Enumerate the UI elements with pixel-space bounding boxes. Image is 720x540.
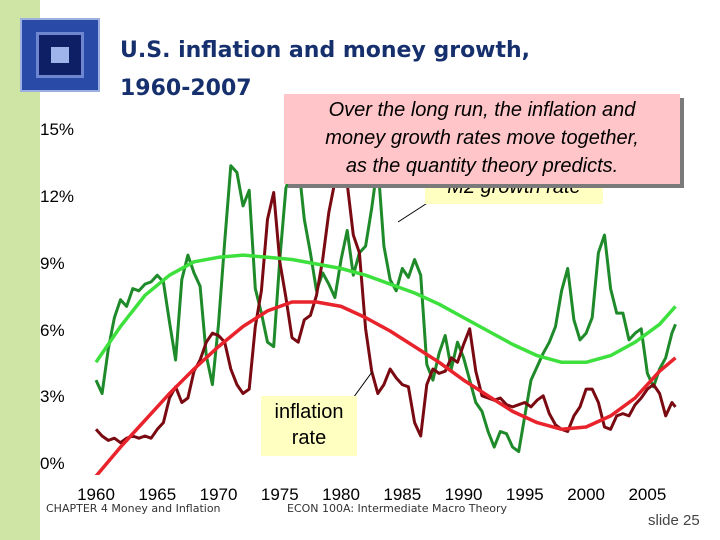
y-tick-label: 12% xyxy=(40,187,75,206)
x-tick-label: 1960 xyxy=(77,485,115,504)
x-tick-label: 1975 xyxy=(261,485,299,504)
inflation-rate-line xyxy=(94,162,677,445)
y-tick-label: 0% xyxy=(40,454,65,473)
slide-title-line1: U.S. inflation and money growth, xyxy=(120,38,531,63)
y-tick-label: 15% xyxy=(40,120,75,139)
callout-line: Over the long run, the inflation and xyxy=(328,99,636,121)
callout-line: as the quantity theory predicts. xyxy=(345,155,619,177)
m2-trend-line xyxy=(94,253,677,365)
inflation-label-line: inflation xyxy=(274,401,344,423)
footer-course: ECON 100A: Intermediate Macro Theory xyxy=(287,502,508,515)
footer-chapter: CHAPTER 4 Money and Inflation xyxy=(46,502,221,515)
x-tick-label: 1980 xyxy=(322,485,360,504)
callout-box: Over the long run, the inflation and mon… xyxy=(284,94,680,184)
x-tick-label: 2005 xyxy=(628,485,666,504)
x-tick-label: 2000 xyxy=(567,485,605,504)
x-tick-label: 1970 xyxy=(200,485,238,504)
x-tick-label: 1985 xyxy=(383,485,421,504)
slide-title-line2: 1960-2007 xyxy=(120,76,252,101)
y-tick-label: 3% xyxy=(40,387,65,406)
y-tick-label: 9% xyxy=(40,254,65,273)
inflation-trend-line xyxy=(94,300,677,475)
inflation-rate-label: inflation rate xyxy=(261,396,357,456)
x-tick-label: 1990 xyxy=(445,485,483,504)
x-tick-label: 1995 xyxy=(506,485,544,504)
slide-number: slide 25 xyxy=(648,512,700,529)
inflation-label-line: rate xyxy=(291,427,327,449)
y-tick-label: 6% xyxy=(40,321,65,340)
callout-line: money growth rates move together, xyxy=(325,127,639,149)
x-tick-label: 1965 xyxy=(138,485,176,504)
m2-growth-line xyxy=(94,159,677,454)
logo-icon xyxy=(20,18,100,92)
